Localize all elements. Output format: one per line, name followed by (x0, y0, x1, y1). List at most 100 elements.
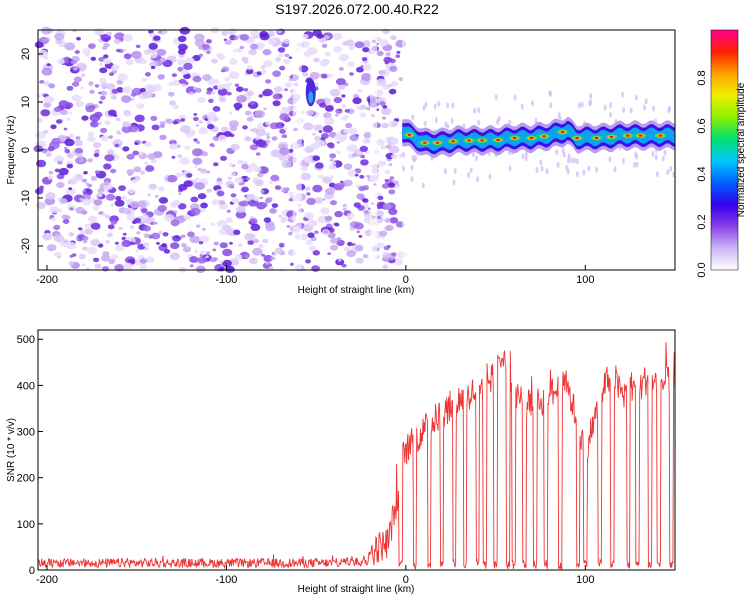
track-core (658, 134, 663, 137)
noise-blob (204, 181, 209, 185)
noise-blob (333, 46, 343, 53)
noise-blob (111, 88, 119, 94)
noise-blob (144, 72, 151, 77)
noise-blob (390, 35, 397, 41)
noise-blob (123, 48, 127, 52)
track-halo (475, 155, 479, 162)
noise-blob (250, 128, 254, 132)
noise-blob (258, 94, 263, 98)
noise-blob (236, 47, 243, 53)
noise-blob (114, 199, 125, 207)
noise-blob (210, 143, 216, 148)
noise-blob (241, 163, 249, 170)
noise-blob (362, 254, 369, 259)
noise-blob (232, 49, 237, 53)
track-halo (433, 103, 437, 110)
x-tick-label: 100 (576, 274, 594, 286)
noise-blob (236, 206, 246, 213)
snr-y-ticks: 0 100 200 300 400 500 (17, 334, 43, 577)
noise-blob (391, 154, 398, 160)
noise-blob (354, 222, 364, 230)
noise-blob (184, 57, 195, 65)
track-halo (667, 107, 671, 114)
noise-blob (330, 237, 339, 244)
noise-blob (201, 151, 209, 157)
noise-blob (122, 262, 133, 270)
noise-blob (249, 113, 255, 118)
noise-blob (233, 229, 241, 235)
noise-blob (335, 78, 346, 86)
noise-blob (115, 244, 125, 252)
track-halo (524, 155, 528, 162)
noise-blob (216, 190, 225, 197)
noise-blob (226, 209, 231, 213)
noise-blob (82, 48, 91, 55)
noise-blob (106, 83, 116, 90)
noise-blob (189, 235, 200, 244)
track-halo (494, 94, 498, 101)
noise-blob (332, 161, 337, 165)
noise-blob (356, 66, 364, 73)
noise-blob (210, 257, 217, 263)
noise-blob (342, 208, 347, 211)
noise-blob (156, 242, 160, 245)
x-tick-label: -100 (215, 274, 237, 286)
noise-blob (303, 157, 308, 162)
noise-blob (222, 248, 233, 257)
noise-blob (81, 178, 87, 183)
track-halo (450, 117, 454, 124)
noise-blob (180, 125, 191, 133)
noise-blob (220, 155, 227, 161)
noise-blob (110, 168, 117, 174)
noise-blob (354, 244, 364, 252)
track-core (512, 136, 517, 140)
noise-blob (283, 38, 290, 45)
noise-blob (347, 127, 358, 135)
noise-blob (122, 34, 133, 42)
noise-blob (172, 120, 178, 125)
noise-blob (68, 111, 73, 115)
noise-blob (198, 120, 203, 124)
noise-blob (194, 249, 199, 253)
noise-blob (259, 32, 270, 41)
noise-blob (63, 146, 68, 150)
track-halo (497, 115, 501, 122)
noise-blob (99, 67, 108, 74)
noise-blob (178, 183, 188, 191)
noise-blob (37, 118, 44, 123)
noise-blob (216, 177, 223, 182)
noise-blob (181, 69, 189, 75)
noise-blob (211, 58, 218, 64)
noise-blob (157, 204, 167, 212)
noise-blob (200, 169, 207, 174)
noise-blob (314, 82, 320, 86)
noise-blob (177, 154, 183, 159)
noise-blob (281, 134, 288, 139)
noise-blob (185, 132, 193, 138)
track-halo (661, 155, 665, 162)
noise-blob (150, 221, 155, 226)
noise-blob (379, 69, 390, 77)
noise-blob (229, 32, 234, 35)
noise-blob (268, 181, 273, 185)
noise-blob (151, 232, 161, 240)
noise-blob (377, 206, 381, 210)
track-core (529, 136, 534, 140)
noise-blob (175, 172, 182, 178)
noise-blob (179, 26, 191, 35)
noise-blob (74, 50, 80, 54)
noise-blob (322, 125, 333, 133)
noise-blob (122, 146, 130, 152)
noise-blob (360, 65, 364, 68)
noise-blob (314, 197, 323, 204)
noise-blob (121, 95, 132, 103)
noise-blob (227, 176, 232, 180)
noise-blob (273, 251, 279, 256)
track-halo (508, 165, 512, 172)
noise-blob (199, 250, 206, 255)
noise-blob (126, 153, 135, 160)
noise-blob (131, 50, 142, 59)
noise-blob (328, 164, 337, 170)
noise-blob (189, 91, 194, 96)
noise-blob (47, 175, 54, 180)
